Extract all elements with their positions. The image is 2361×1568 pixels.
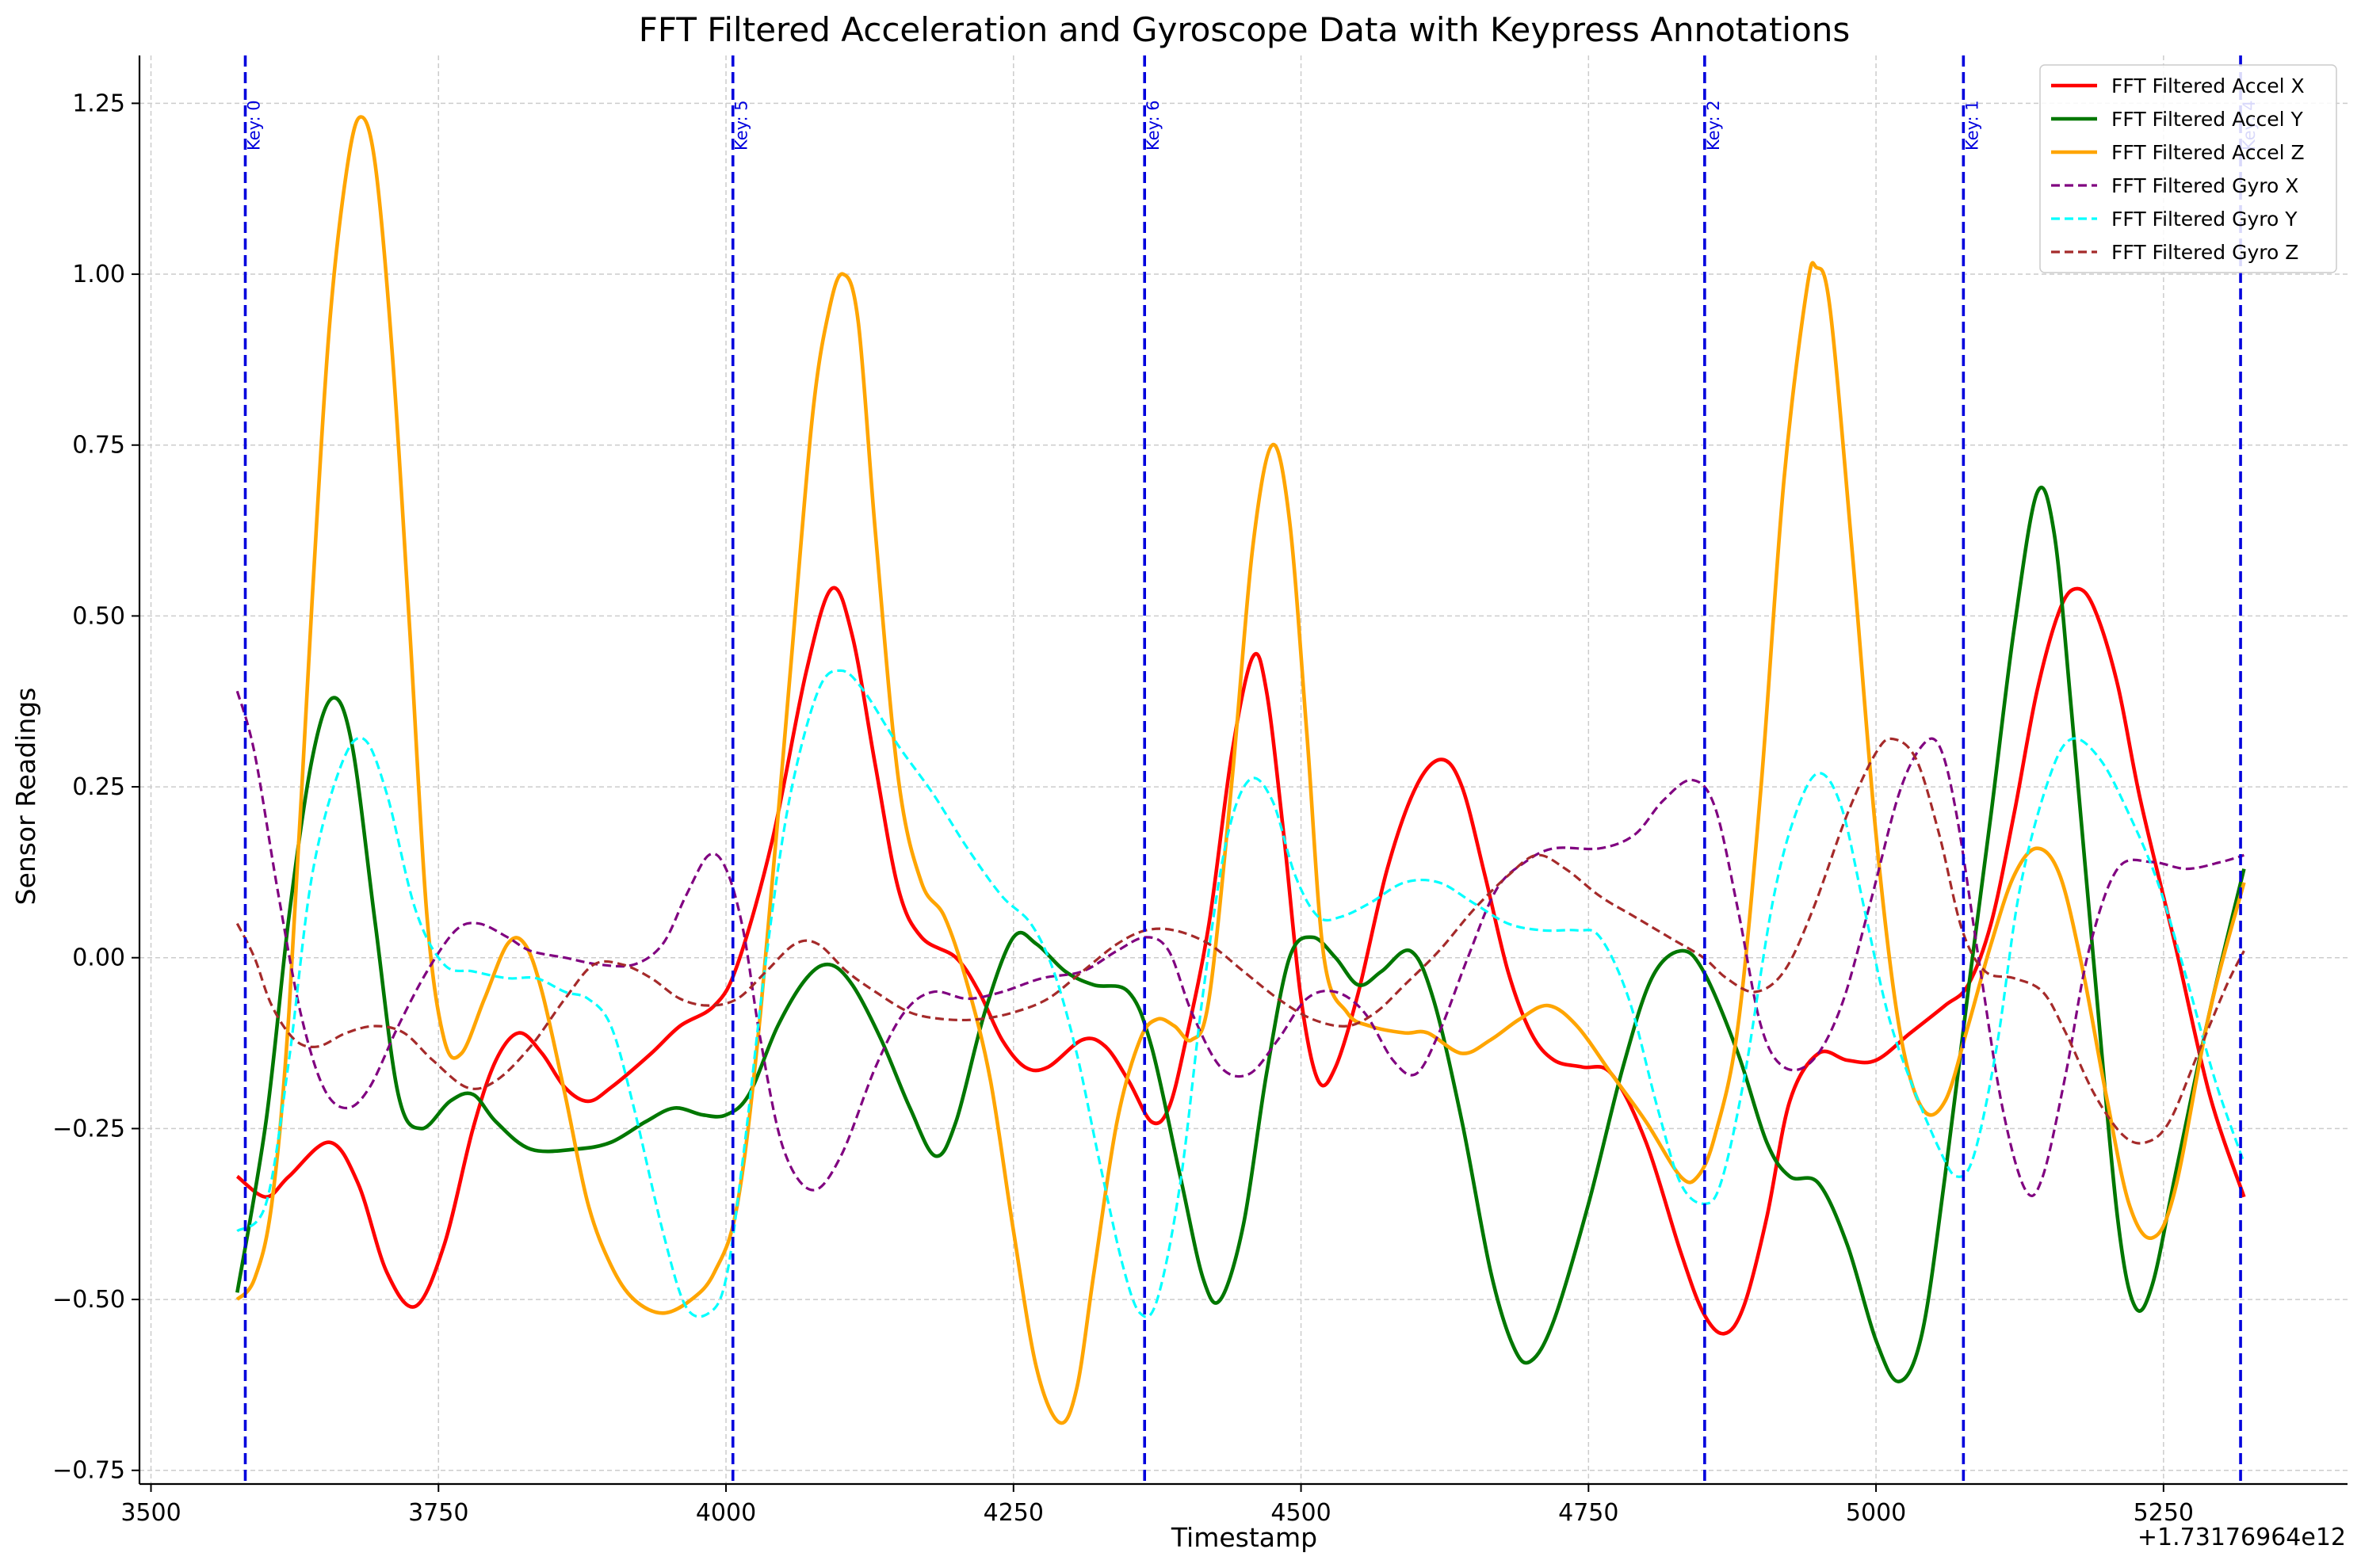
y-tick-label: 1.00 <box>72 261 125 288</box>
keypress-label: Key: 0 <box>244 100 263 151</box>
x-tick-label: 3750 <box>408 1499 468 1527</box>
legend-label: FFT Filtered Gyro Z <box>2111 241 2298 264</box>
series-line-fft-filtered-gyro-x <box>235 690 2244 1197</box>
x-tick-label: 3500 <box>120 1499 181 1527</box>
series-line-fft-filtered-accel-y <box>235 486 2246 1383</box>
x-tick-label: 4500 <box>1270 1499 1331 1527</box>
y-tick-label: −0.50 <box>52 1286 125 1314</box>
x-axis-label: Timestamp <box>1171 1522 1317 1553</box>
x-tick-label: 4750 <box>1558 1499 1618 1527</box>
y-tick-label: 0.00 <box>72 944 125 972</box>
x-axis-offset-label: +1.73176964e12 <box>2138 1524 2346 1551</box>
legend-label: FFT Filtered Accel X <box>2111 74 2305 97</box>
series-line-fft-filtered-gyro-y <box>236 669 2245 1318</box>
grid <box>139 55 2348 1484</box>
keypress-label: Key: 1 <box>1962 100 1981 151</box>
x-tick-label: 4000 <box>696 1499 756 1527</box>
y-tick-label: 1.25 <box>72 90 125 117</box>
y-tick-label: 0.50 <box>72 602 125 630</box>
axes <box>138 55 2348 1486</box>
legend-label: FFT Filtered Accel Y <box>2111 108 2304 131</box>
y-axis-label: Sensor Readings <box>10 688 41 906</box>
series-line-fft-filtered-accel-x <box>235 586 2246 1336</box>
keypress-label: Key: 6 <box>1144 100 1163 151</box>
series-line-fft-filtered-accel-z <box>235 115 2246 1425</box>
x-tick-label: 5000 <box>1846 1499 1906 1527</box>
chart-title: FFT Filtered Acceleration and Gyroscope … <box>639 10 1851 49</box>
legend-items: FFT Filtered Accel X FFT Filtered Accel Y… <box>2051 74 2305 264</box>
x-tick-label: 4250 <box>984 1499 1044 1527</box>
series-lines <box>235 115 2246 1425</box>
series-line-fft-filtered-gyro-z <box>235 737 2245 1145</box>
legend: FFT Filtered Accel X FFT Filtered Accel Y… <box>2039 64 2337 273</box>
y-tick-label: −0.75 <box>52 1457 125 1485</box>
y-tick-label: 0.25 <box>72 773 125 801</box>
legend-label: FFT Filtered Accel Z <box>2111 141 2305 164</box>
y-tick-label: −0.25 <box>52 1115 125 1143</box>
legend-label: FFT Filtered Gyro X <box>2111 174 2298 197</box>
keypress-label: Key: 2 <box>1704 100 1723 151</box>
y-tick-label: 0.75 <box>72 432 125 460</box>
tick-labels: 3500 3750 4000 4250 4500 4750 5000 5250 −0.75 −0.… <box>52 90 2194 1527</box>
x-tick-label: 5250 <box>2134 1499 2194 1527</box>
keypress-label: Key: 5 <box>732 100 751 151</box>
legend-box <box>2039 64 2337 273</box>
legend-label: FFT Filtered Gyro Y <box>2111 208 2298 231</box>
